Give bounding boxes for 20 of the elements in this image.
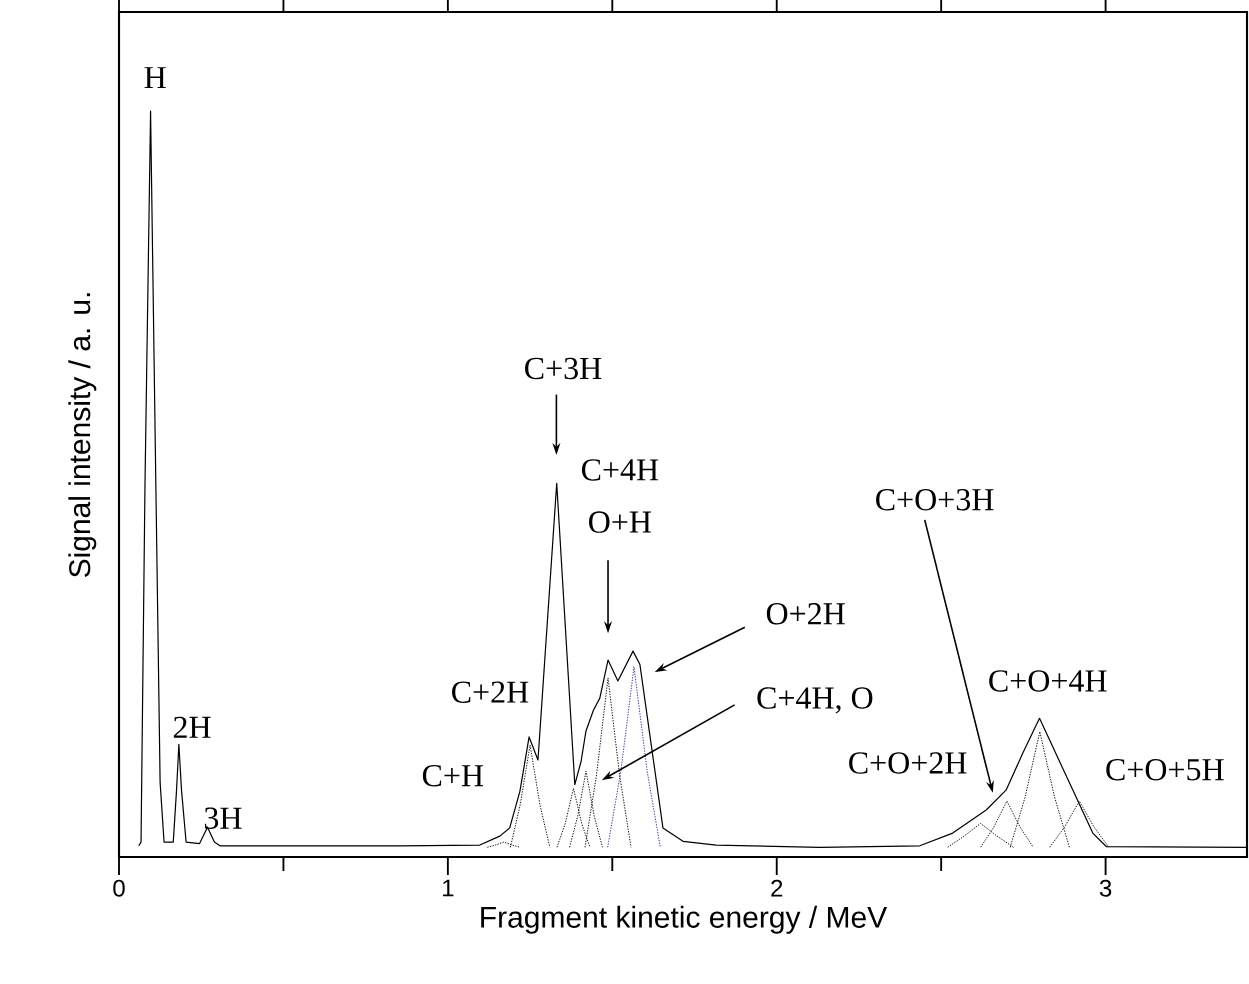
annotation: C+3H	[525, 357, 602, 380]
annotation: C+2H	[452, 681, 529, 703]
x-tick-label: 0	[113, 879, 125, 897]
x-axis-title: Fragment kinetic energy / MeV	[481, 905, 888, 934]
annotation: C+O+5H	[1106, 758, 1224, 781]
x-tick-label: 3	[1099, 879, 1112, 897]
annotation: 3H	[204, 807, 242, 829]
annotation: C+O+2H	[849, 752, 967, 774]
annotation: 2H	[173, 716, 211, 738]
x-tick-label: 2	[771, 879, 783, 897]
text: H	[144, 67, 166, 89]
annotation: C+4H	[581, 459, 659, 481]
annotation: C+H	[422, 764, 484, 787]
annotation: C+O+3H	[876, 489, 994, 511]
annotation: O+H	[589, 511, 652, 533]
y-axis-title: Signal intensity / a. u.	[68, 293, 97, 578]
annotation: C+4H, O	[757, 687, 873, 714]
x-tick-label: 1	[443, 879, 454, 897]
annotation: C+O+4H	[989, 670, 1107, 692]
annotation: O+2H	[766, 603, 845, 625]
